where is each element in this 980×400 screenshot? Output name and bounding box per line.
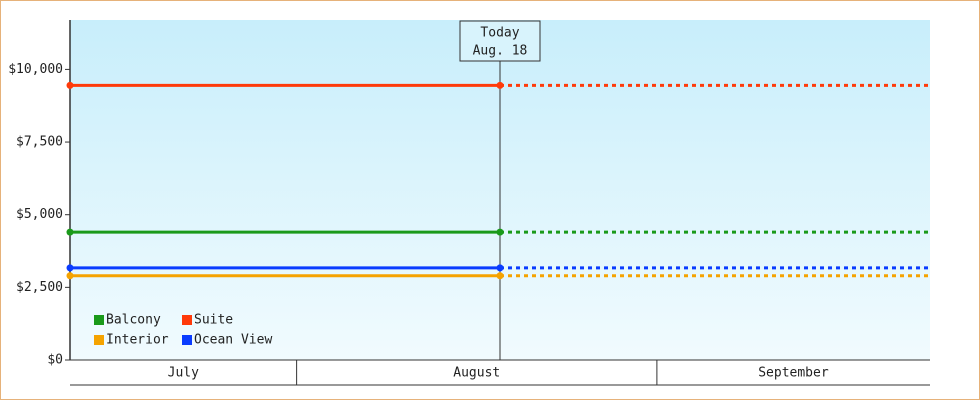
price-point xyxy=(496,272,504,280)
legend-label: Ocean View xyxy=(194,333,272,348)
legend-swatch xyxy=(94,335,104,345)
month-label: September xyxy=(758,366,829,381)
price-point xyxy=(66,264,74,272)
legend-label: Balcony xyxy=(106,313,161,328)
price-point xyxy=(66,228,74,236)
month-label: August xyxy=(453,366,500,381)
legend-swatch xyxy=(94,315,104,325)
legend-label: Suite xyxy=(194,313,233,328)
today-label: Today xyxy=(480,26,519,41)
legend-label: Interior xyxy=(106,333,169,348)
today-box xyxy=(459,20,541,62)
price-point xyxy=(66,81,74,89)
price-point xyxy=(496,228,504,236)
today-label: Aug. 18 xyxy=(473,44,528,59)
price-point xyxy=(496,81,504,89)
price-point xyxy=(66,272,74,280)
legend-swatch xyxy=(182,335,192,345)
y-tick-label: $7,500 xyxy=(16,135,63,150)
y-tick-label: $5,000 xyxy=(16,207,63,222)
y-tick-label: $2,500 xyxy=(16,280,63,295)
y-tick-label: $10,000 xyxy=(8,62,63,77)
price-point xyxy=(496,264,504,272)
legend-swatch xyxy=(182,315,192,325)
y-tick-label: $0 xyxy=(47,353,63,368)
month-label: July xyxy=(168,366,199,381)
